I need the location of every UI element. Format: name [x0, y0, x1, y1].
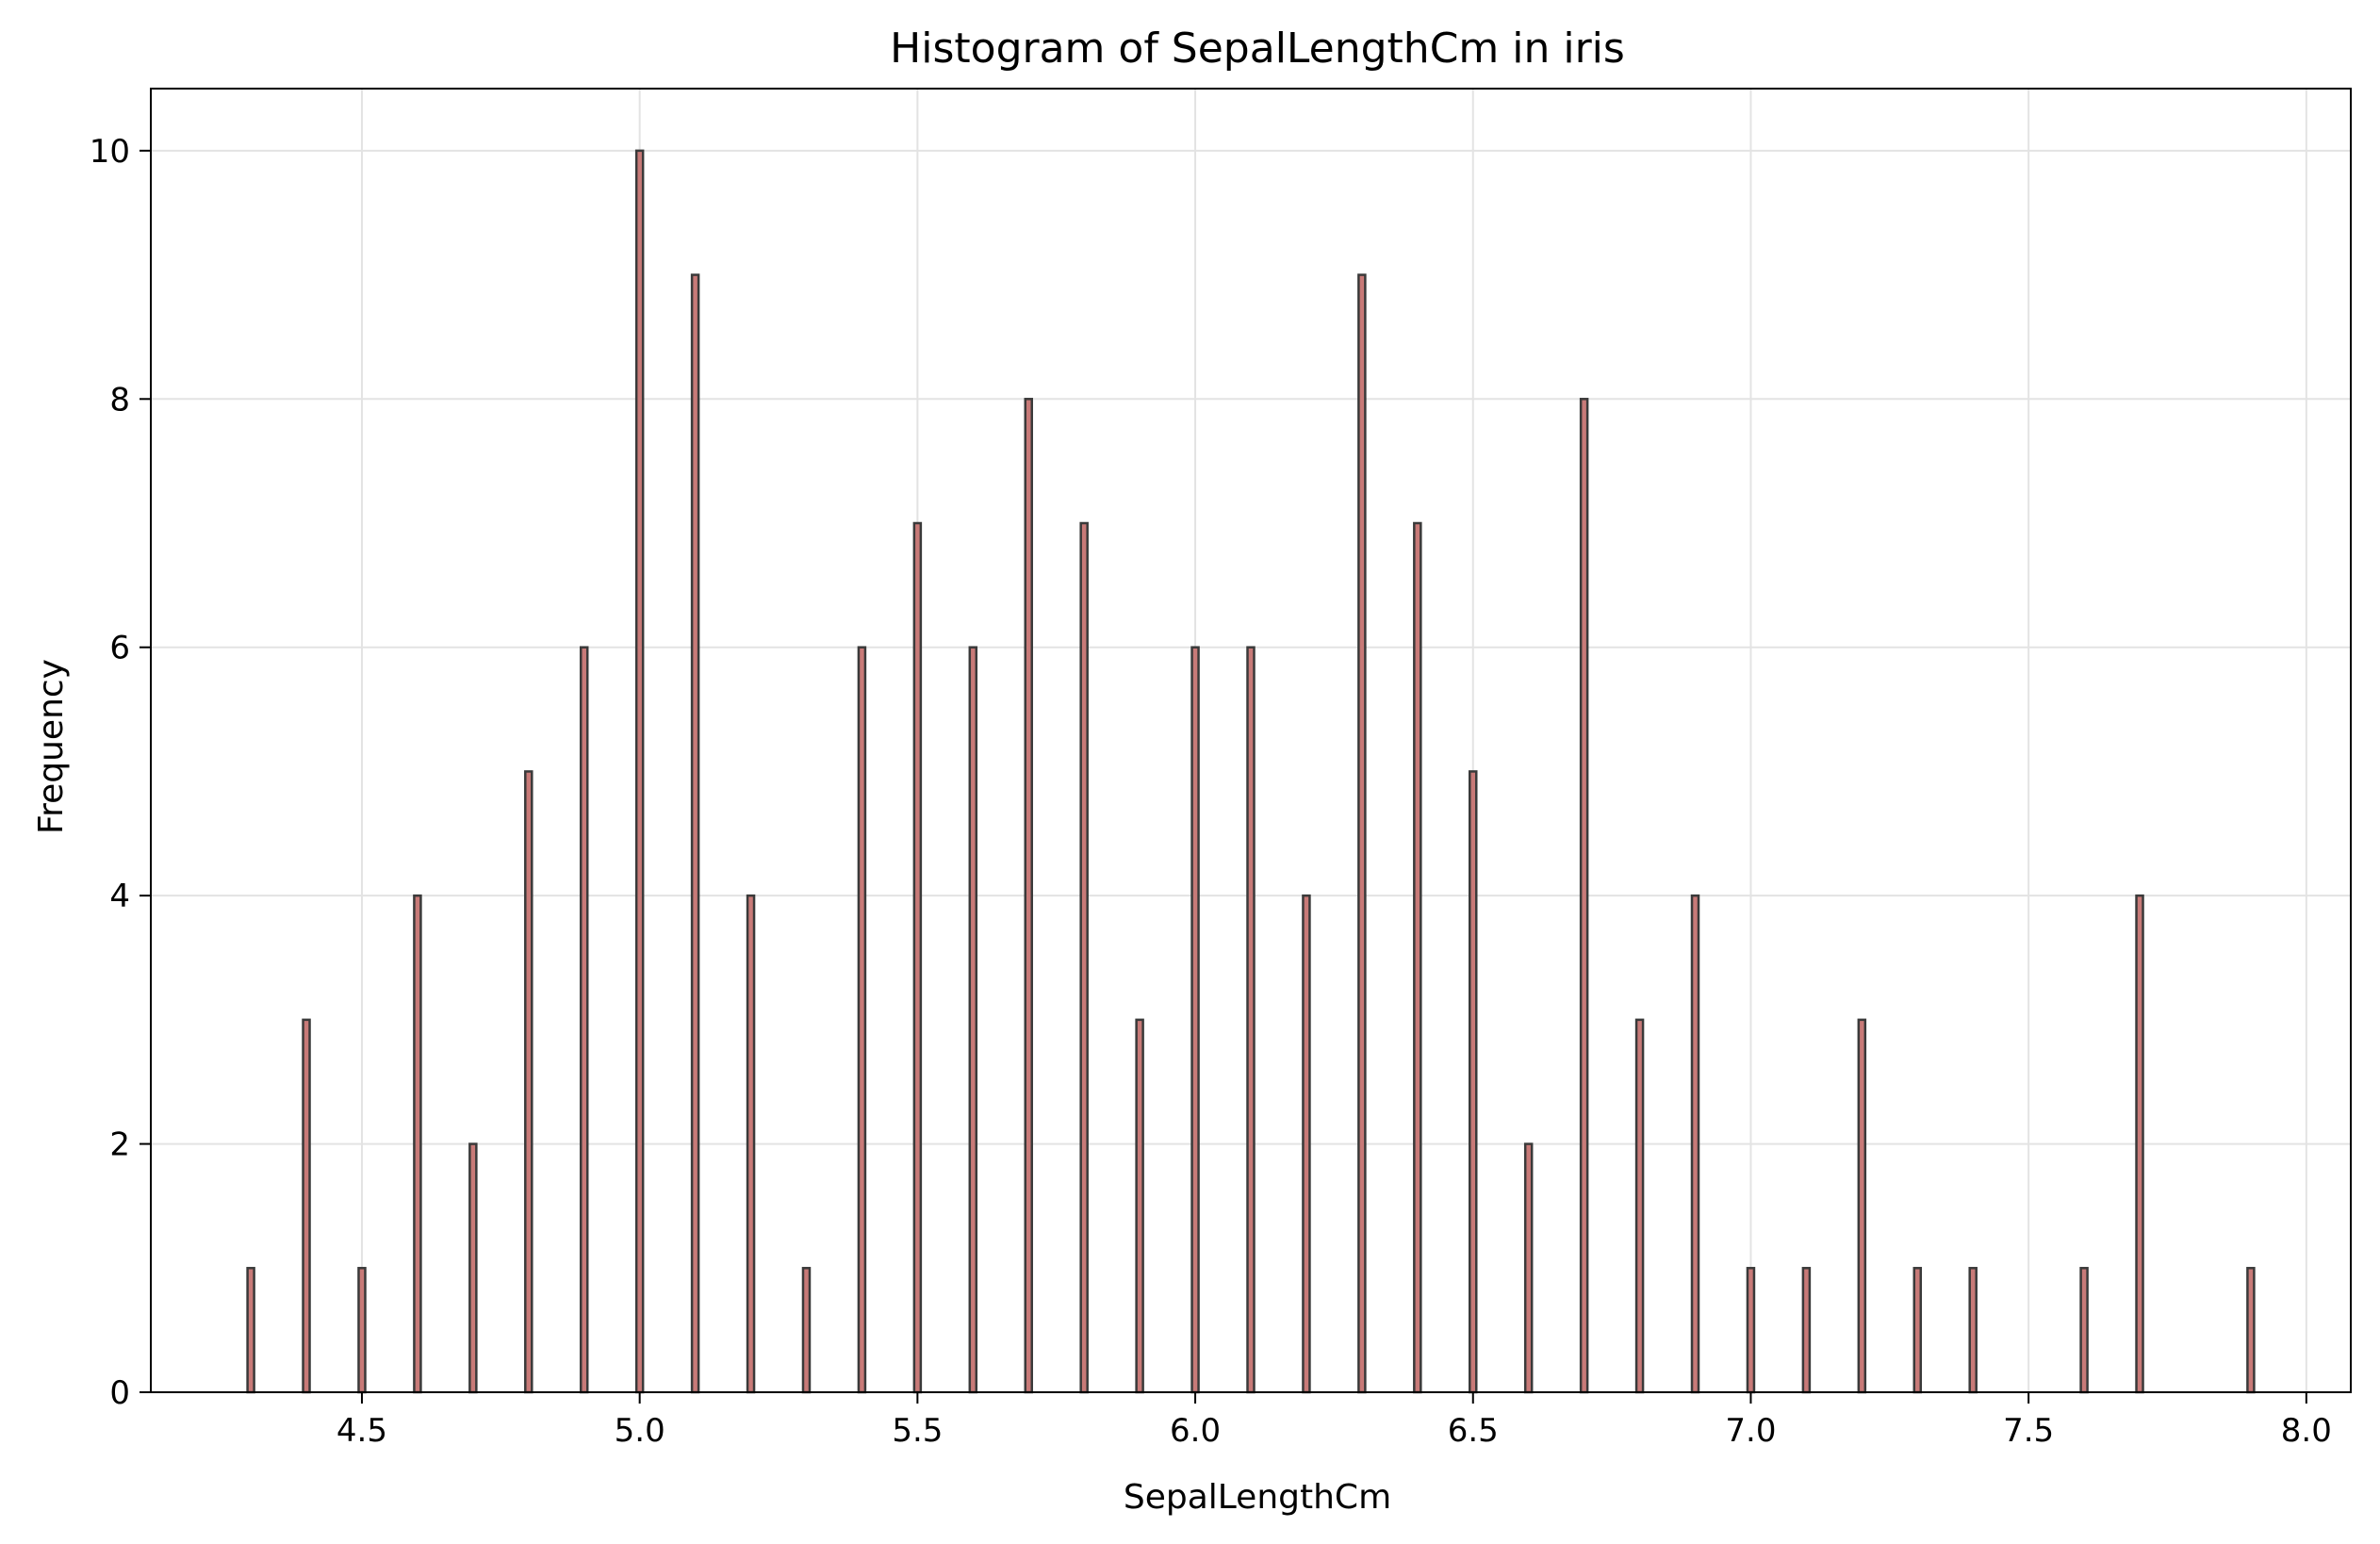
histogram-bar [1857, 1018, 1867, 1394]
chart-title: Histogram of SepalLengthCm in iris [890, 25, 1625, 73]
histogram-bar [1968, 1267, 1978, 1394]
y-tick-label: 8 [109, 381, 130, 419]
x-tick-label: 4.5 [336, 1412, 387, 1450]
histogram-bar [1801, 1267, 1812, 1394]
histogram-bar [634, 149, 645, 1394]
x-axis-label: SepalLengthCm [1124, 1478, 1391, 1517]
histogram-bar [246, 1267, 255, 1394]
histogram-bar [524, 770, 533, 1394]
histogram-bar [2135, 894, 2144, 1394]
x-tick-label: 7.5 [2003, 1412, 2054, 1450]
histogram-bar [1246, 646, 1256, 1394]
y-axis-ticks: 0 2 4 6 8 10 [90, 133, 151, 1412]
y-tick-label: 4 [109, 878, 130, 915]
plot-frame [150, 88, 2352, 1393]
histogram-bar [1523, 1142, 1534, 1394]
x-tick-label: 8.0 [2281, 1412, 2332, 1450]
histogram-bar [1579, 398, 1589, 1394]
histogram-bar [801, 1267, 812, 1394]
y-tick-label: 0 [109, 1374, 130, 1412]
histogram-bar [968, 646, 978, 1394]
histogram-bar [746, 894, 756, 1394]
histogram-bar [857, 646, 867, 1394]
x-tick-label: 5.0 [615, 1412, 665, 1450]
histogram-bar [2079, 1267, 2089, 1394]
y-tick-label: 10 [90, 133, 130, 171]
y-axis-label: Frequency [32, 659, 71, 834]
histogram-bar [1469, 770, 1478, 1394]
histogram-bar [912, 521, 923, 1394]
histogram-bar [1302, 894, 1311, 1394]
histogram-bar [2246, 1267, 2256, 1394]
histogram-bar [1912, 1267, 1923, 1394]
histogram-bar [1024, 398, 1033, 1394]
histogram-bar [1135, 1018, 1144, 1394]
histogram-bar [579, 646, 589, 1394]
histogram-bar [1190, 646, 1200, 1394]
histogram-bar [1357, 273, 1367, 1394]
y-tick-label: 6 [109, 630, 130, 667]
y-tick-label: 2 [109, 1126, 130, 1164]
x-tick-label: 7.0 [1725, 1412, 1776, 1450]
x-tick-label: 5.5 [892, 1412, 943, 1450]
histogram-bar [357, 1267, 367, 1394]
x-tick-label: 6.5 [1448, 1412, 1499, 1450]
histogram-bar [1413, 521, 1422, 1394]
grid-lines [151, 89, 2351, 1393]
histogram-bar [468, 1142, 478, 1394]
histogram-bar [413, 894, 422, 1394]
histogram-bar [1690, 894, 1700, 1394]
x-tick-label: 6.0 [1170, 1412, 1221, 1450]
histogram-bar [1746, 1267, 1756, 1394]
histogram-bar [1079, 521, 1089, 1394]
histogram-bar [1634, 1018, 1645, 1394]
histogram-bar [302, 1018, 311, 1394]
histogram-bar [690, 273, 700, 1394]
x-axis-ticks: 4.5 5.0 5.5 6.0 6.5 7.0 7.5 8.0 [336, 1392, 2332, 1450]
